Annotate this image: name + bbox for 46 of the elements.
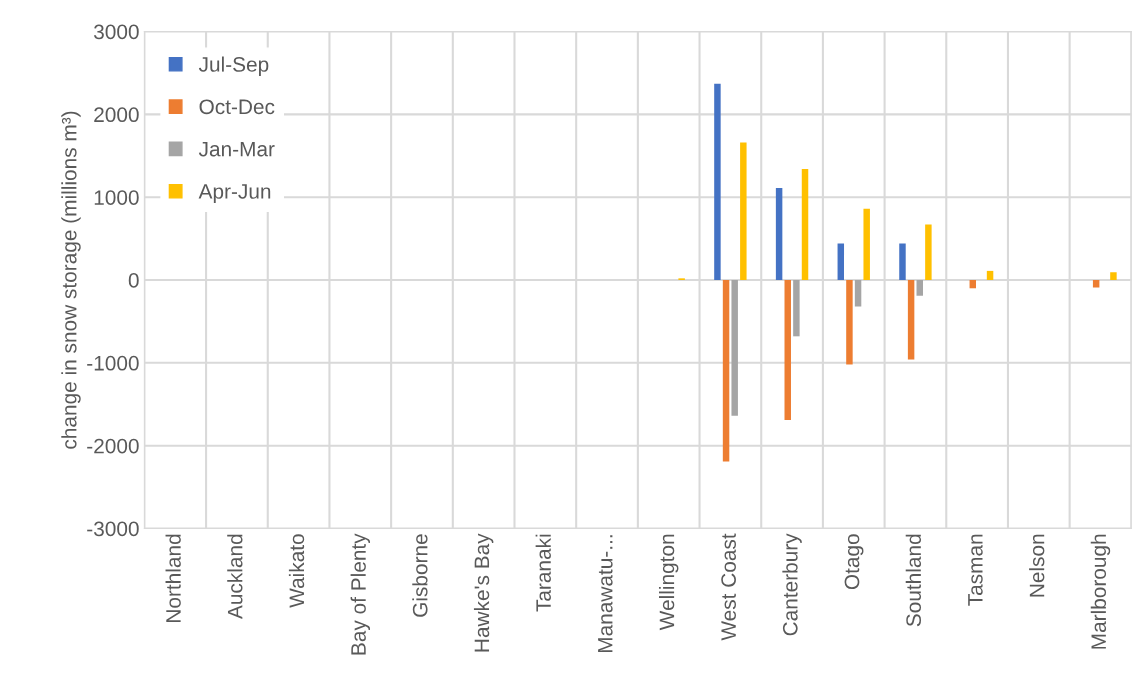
bar bbox=[740, 142, 747, 280]
bar bbox=[986, 270, 994, 280]
x-tick-label: Gisborne bbox=[412, 534, 428, 617]
bar bbox=[846, 280, 853, 365]
y-tick-label: -2000 bbox=[87, 438, 139, 454]
bar bbox=[854, 280, 862, 307]
y-tick-label: 1000 bbox=[94, 190, 139, 205]
legend-label: Jul-Sep bbox=[198, 56, 269, 76]
bar bbox=[863, 208, 870, 280]
x-tick-label: Hawke's Bay bbox=[473, 533, 494, 652]
x-tick-label: West Coast bbox=[721, 533, 736, 641]
y-tick-label: -3000 bbox=[87, 521, 139, 537]
x-tick-label: Southland bbox=[905, 534, 922, 627]
x-tick-label: Marlborough bbox=[1090, 534, 1111, 649]
bar bbox=[775, 188, 783, 280]
x-tick-label: Waikato bbox=[288, 534, 305, 608]
legend-label: Jan-Mar bbox=[198, 141, 275, 157]
bar bbox=[1110, 272, 1117, 280]
bar bbox=[907, 280, 915, 360]
bar bbox=[714, 83, 721, 280]
x-tick-label: Wellington bbox=[658, 534, 679, 631]
legend-label: Apr-Jun bbox=[198, 184, 271, 203]
y-tick-label: -1000 bbox=[87, 355, 139, 371]
x-tick-label: Tasman bbox=[968, 534, 983, 606]
x-tick-label: Auckland bbox=[227, 534, 243, 620]
x-tick-label: Northland bbox=[165, 534, 181, 622]
bar bbox=[731, 280, 738, 416]
y-axis-title: change in snow storage (millions m³) bbox=[61, 111, 81, 449]
x-tick-label: Bay of Plenty bbox=[350, 533, 370, 655]
bar bbox=[722, 280, 730, 462]
x-tick-label: Nelson bbox=[1029, 534, 1045, 597]
x-tick-label: Canterbury bbox=[782, 533, 802, 636]
bar bbox=[801, 169, 809, 280]
y-tick-label: 3000 bbox=[93, 24, 139, 40]
y-tick-label: 2000 bbox=[94, 107, 139, 123]
bar bbox=[916, 280, 923, 296]
bar bbox=[837, 243, 845, 280]
bar bbox=[784, 280, 791, 420]
bar bbox=[899, 243, 906, 280]
x-tick-label: Manawatu-... bbox=[598, 535, 613, 653]
y-tick-label: 0 bbox=[128, 273, 139, 288]
bar bbox=[925, 224, 932, 280]
x-tick-label: Otago bbox=[844, 534, 864, 590]
legend-label: Oct-Dec bbox=[199, 99, 275, 115]
x-tick-label: Taranaki bbox=[535, 534, 551, 612]
bar bbox=[793, 280, 800, 337]
